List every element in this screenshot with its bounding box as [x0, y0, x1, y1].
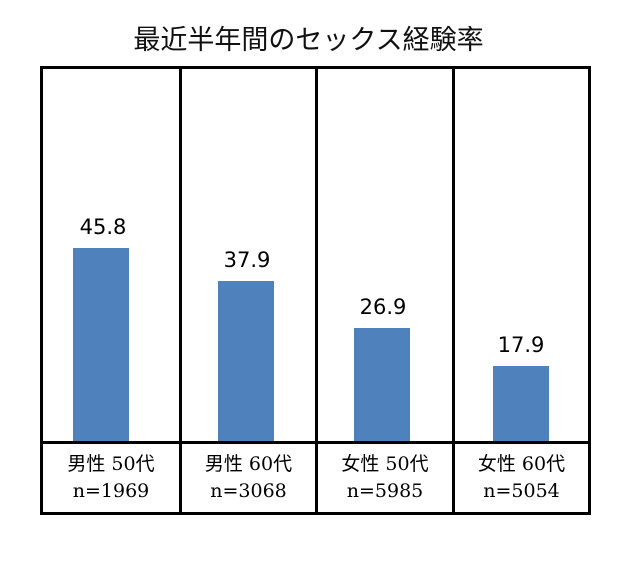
- category-label: 男性 60代: [204, 453, 293, 475]
- chart-title: 最近半年間のセックス経験率: [133, 25, 484, 56]
- category-label: 女性 50代: [341, 453, 429, 475]
- value-label: 26.9: [359, 295, 407, 319]
- category-label-cell: 男性 50代 n=1969: [43, 441, 179, 512]
- category-label-cell: 女性 50代 n=5985: [318, 441, 452, 512]
- sample-size: n=5054: [483, 480, 560, 502]
- category-label: 女性 60代: [477, 453, 566, 475]
- plot-area: 26.9: [318, 69, 452, 441]
- category-label: 男性 50代: [67, 453, 155, 475]
- plot-area: 45.8: [43, 69, 179, 441]
- column-male-60s: 37.9 男性 60代 n=3068: [179, 69, 315, 512]
- plot-area: 37.9: [182, 69, 315, 441]
- column-male-50s: 45.8 男性 50代 n=1969: [43, 69, 179, 512]
- sample-size: n=5985: [346, 480, 424, 502]
- category-label-cell: 男性 60代 n=3068: [182, 441, 315, 512]
- plot-area: 17.9: [455, 69, 588, 441]
- column-female-50s: 26.9 女性 50代 n=5985: [315, 69, 452, 512]
- bar: [218, 281, 274, 441]
- value-label: 45.8: [79, 215, 127, 239]
- value-label: 37.9: [223, 248, 271, 272]
- sample-size: n=1969: [72, 480, 150, 502]
- column-female-60s: 17.9 女性 60代 n=5054: [452, 69, 588, 512]
- sample-size: n=3068: [210, 480, 287, 502]
- category-label-cell: 女性 60代 n=5054: [455, 441, 588, 512]
- bar: [354, 328, 410, 441]
- bar: [73, 248, 129, 441]
- value-label: 17.9: [497, 333, 545, 357]
- chart-frame: 45.8 男性 50代 n=1969 37.9 男性 60代 n=3068 26…: [40, 66, 591, 515]
- bar: [493, 366, 549, 441]
